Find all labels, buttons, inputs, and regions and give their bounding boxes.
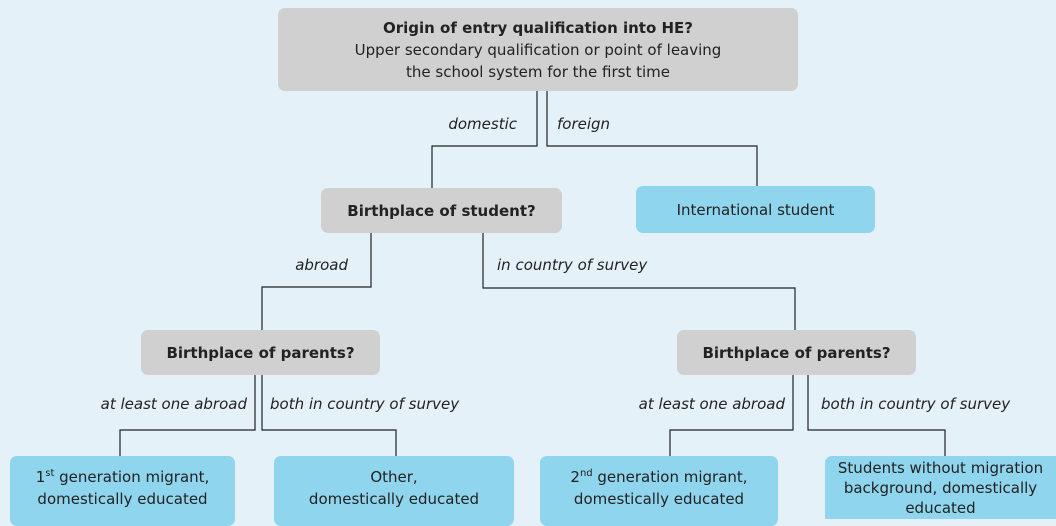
text: generation migrant, [54,467,210,486]
root-node: Origin of entry qualification into HE? U… [278,8,798,91]
leaf: 1st generation migrant, domestically edu… [10,456,235,526]
leaf-line: Students without migration [837,459,1044,477]
ordinal-suffix: nd [579,467,593,479]
leaf-line: background, domestically [843,479,1038,497]
connector [261,233,372,330]
root-line: the school system for the first time [406,62,670,81]
edge-label: foreign [557,115,611,133]
leaf-line: educated [905,499,976,517]
leaf-line: 1st generation migrant, [36,466,210,488]
connector [669,375,794,456]
leaf: Students without migration background, d… [825,456,1056,519]
connector [119,375,256,456]
connector [807,375,946,456]
leaf: 2nd generation migrant, domestically edu… [540,456,778,526]
leaf-line: domestically educated [573,489,745,508]
leaf-line: domestically educated [308,489,480,508]
edge-label: at least one abroad [638,395,785,413]
connector [482,233,796,330]
node: Birthplace of parents? [141,330,380,375]
root-title: Origin of entry qualification into HE? [382,18,694,37]
leaf-line: domestically educated [37,489,208,508]
edge-label: abroad [295,256,348,274]
connector [546,91,758,186]
ordinal-suffix: st [45,467,55,479]
edge-label: both in country of survey [821,395,1011,413]
ordinal: 2 [570,467,580,486]
ordinal: 1 [35,467,46,486]
leaf-line: 2nd generation migrant, [570,466,747,488]
leaf: Other, domestically educated [274,456,514,526]
edge-label: both in country of survey [270,395,460,413]
node: Birthplace of parents? [677,330,916,375]
edge-label: in country of survey [497,256,648,274]
connector [261,375,397,456]
leaf-line: Other, [370,467,418,486]
connector [431,91,538,188]
node: International student [636,186,875,233]
node: Birthplace of student? [321,188,562,233]
text: generation migrant, [592,467,748,486]
edge-label: domestic [448,115,517,133]
edge-label: at least one abroad [100,395,247,413]
root-line: Upper secondary qualification or point o… [354,40,722,59]
